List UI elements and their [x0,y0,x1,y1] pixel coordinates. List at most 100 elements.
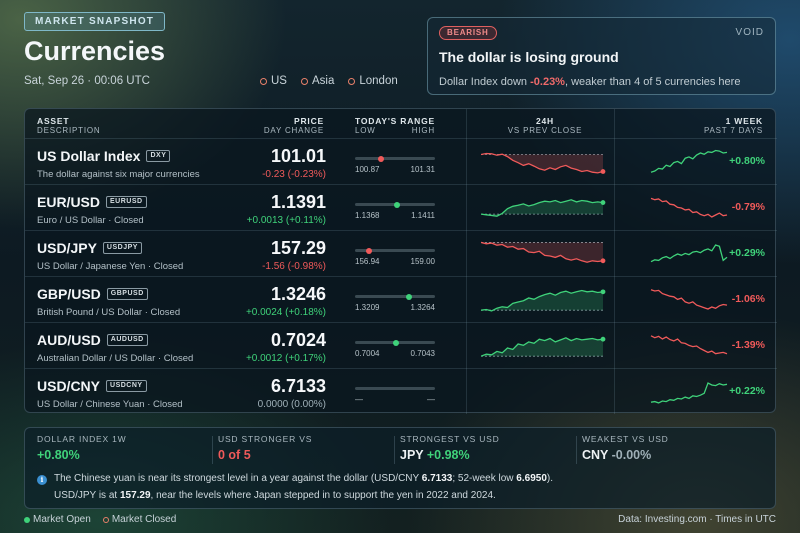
market-snapshot-badge: MARKET SNAPSHOT [24,12,166,31]
week-change: -1.06% [731,293,765,305]
asset-name: GBP/USD GBPUSD [37,286,148,302]
sparkline-24h [481,199,606,217]
timestamp: Sat, Sep 26 · 00:06 UTC [24,75,150,87]
header-vs-prev: VS PREV CLOSE [507,126,583,135]
stat-usd-stronger-vs: USD STRONGER VS 0 of 5 [218,434,313,462]
day-change: +0.0013 (+0.11%) [246,215,326,226]
void-logo: VOID [735,27,764,38]
sparkline-line [650,149,728,173]
range-bar [355,387,435,390]
sparkline-week [650,335,728,355]
legend-market-closed: Market Closed [102,514,176,525]
week-change: +0.80% [729,155,765,167]
day-change: -0.23 (-0.23%) [262,169,326,180]
range-bar [355,201,435,208]
header-day-change: DAY CHANGE [263,126,324,135]
market-alert-card[interactable]: BEARISH VOID The dollar is losing ground… [427,17,776,95]
info-icon: i [37,475,47,485]
range-high: 159.00 [410,257,435,266]
range-low: 1.1368 [355,211,380,220]
table-row[interactable]: AUD/USD AUDUSD Australian Dollar / US Doll… [25,322,777,368]
stat-divider [576,436,577,464]
day-change: 0.0000 (0.00%) [257,399,326,410]
range-bar [355,339,435,346]
column-divider [614,109,615,414]
ticker-badge: USDJPY [102,242,142,254]
day-change: +0.0012 (+0.17%) [245,353,326,364]
market-closed-icon [102,516,109,523]
stat-divider [212,436,213,464]
stat-dollar-index-1w: DOLLAR INDEX 1W +0.80% [37,434,127,462]
range-high: 0.7043 [410,349,435,358]
bearish-badge: BEARISH [439,26,497,40]
sparkline-line [650,382,728,404]
asset-description: US Dollar / Chinese Yuan · Closed [37,399,183,410]
session-closed-icon [348,77,356,85]
header-low: LOW [355,126,376,135]
session-london: London [348,75,398,87]
ticker-badge: GBPUSD [106,288,148,300]
ticker-badge: DXY [146,150,171,162]
range-marker [394,201,401,208]
header-week: 1 WEEK [725,116,763,126]
price: 0.7024 [270,330,326,350]
table-row[interactable]: EUR/USD EURUSD Euro / US Dollar · Closed 1.… [25,184,777,230]
asset-name: AUD/USD AUDUSD [37,332,148,348]
table-row[interactable]: US Dollar Index DXY The dollar against six… [25,138,777,184]
sparkline-endpoint [600,289,606,295]
asset-description: British Pound / US Dollar · Closed [37,307,181,318]
range-low: 100.87 [355,165,380,174]
note-yuan: The Chinese yuan is near its strongest l… [54,473,553,484]
price: 1.3246 [270,284,326,304]
range-bar [355,293,435,300]
session-us: US [260,75,287,87]
header-past7: PAST 7 DAYS [703,126,763,135]
range-bar [355,155,435,162]
range-bar [355,247,435,254]
session-closed-icon [300,77,308,85]
data-source: Data: Investing.com · Times in UTC [618,514,776,525]
asset-description: Australian Dollar / US Dollar · Closed [37,353,194,364]
range-low: 1.3209 [355,303,380,312]
note-yen: USD/JPY is at 157.29, near the levels wh… [54,490,496,501]
week-change: +0.22% [729,385,765,397]
sparkline-endpoint [600,336,606,342]
asset-name: EUR/USD EURUSD [37,194,147,210]
sparkline-area [481,337,603,357]
column-divider [466,109,467,414]
sparkline-area [481,242,603,263]
range-marker [405,293,412,300]
sparkline-line [650,197,728,218]
table-row[interactable]: GBP/USD GBPUSD British Pound / US Dollar ·… [25,276,777,322]
legend-market-open: Market Open [24,514,91,525]
sparkline-line [481,337,604,357]
sparkline-line [650,244,728,263]
alert-detail: Dollar Index down -0.23%, weaker than 4 … [439,76,741,88]
stat-weakest-vs-usd: WEAKEST VS USD CNY -0.00% [582,434,669,462]
market-open-icon [24,516,30,523]
sparkline-week [650,289,728,310]
asset-description: US Dollar / Japanese Yen · Closed [37,261,184,272]
sparkline-line [481,199,604,217]
sparkline-line [481,241,604,263]
header-price: PRICE [294,116,324,126]
range-high: — [427,395,435,404]
price: 157.29 [270,238,326,258]
sparkline-line [481,152,604,174]
header-high: HIGH [411,126,435,135]
sparkline-24h [481,336,606,357]
sparkline-endpoint [600,200,606,205]
range-high: 1.3264 [410,303,435,312]
sparkline-week [650,382,728,404]
market-sessions: US Asia London [260,75,398,87]
day-change: +0.0024 (+0.18%) [245,307,326,318]
sparkline-week [650,149,728,173]
header-asset: ASSET [37,116,70,126]
sparkline-24h [481,289,606,312]
sparkline-endpoint [600,258,606,264]
table-row[interactable]: USD/JPY USDJPY US Dollar / Japanese Yen · … [25,230,777,276]
range-marker [392,339,399,346]
table-row[interactable]: USD/CNY USDCNY US Dollar / Chinese Yuan · … [25,368,777,414]
asset-description: Euro / US Dollar · Closed [37,215,144,226]
sparkline-week [650,197,728,218]
